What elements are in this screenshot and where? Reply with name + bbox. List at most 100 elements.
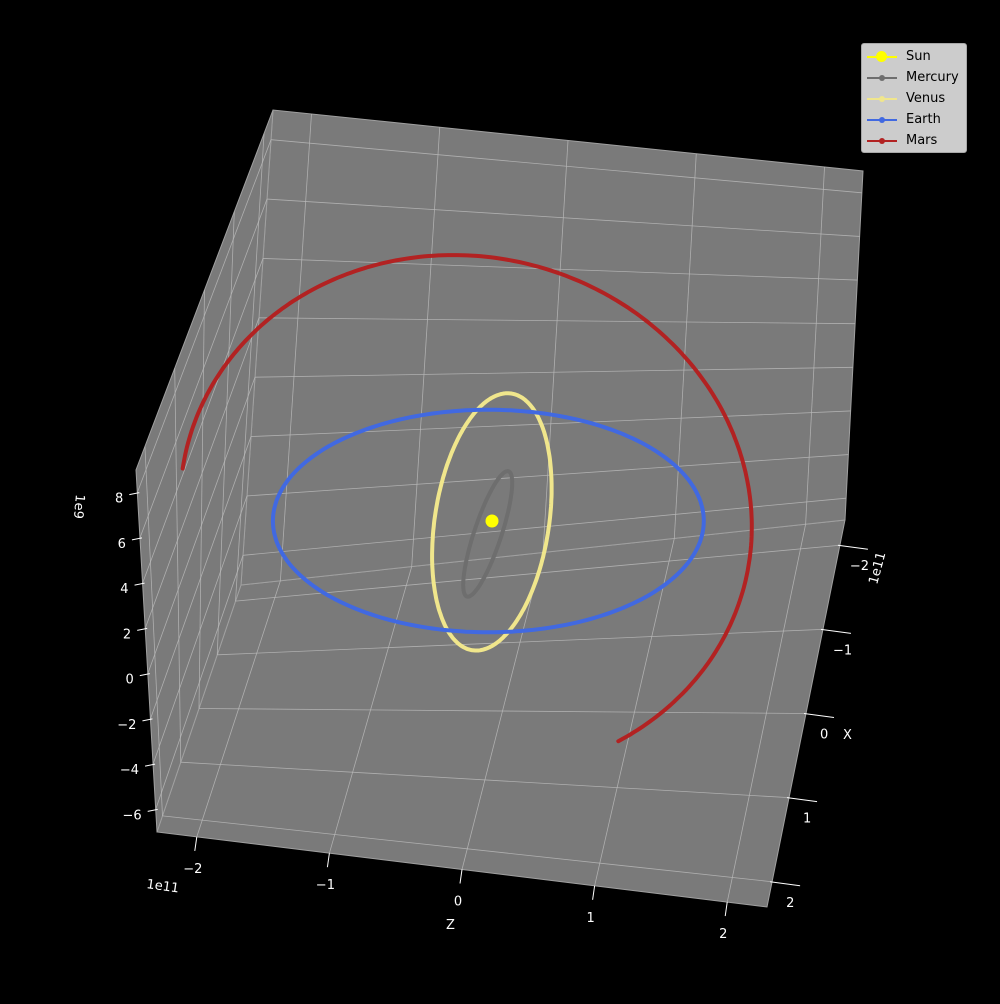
back-wall-grid-horizontal-0 — [242, 497, 847, 556]
vertical-axis-tick-0 — [147, 808, 158, 812]
vertical-axis-tick-5 — [134, 582, 145, 586]
legend-marker-mars — [879, 138, 885, 144]
legend-item-sun: Sun — [862, 47, 968, 68]
x-axis-offset-text: 1e11 — [866, 550, 889, 586]
side-wall-grid-vertical-3 — [174, 368, 182, 763]
vertical-axis-tick-3 — [139, 673, 150, 677]
legend-label-sun: Sun — [906, 49, 931, 64]
x-axis-tick-label-4: 2 — [786, 896, 794, 911]
back-wall-grid-vertical-1 — [411, 127, 441, 567]
z-axis-tick-3 — [592, 885, 596, 900]
vertical-axis-tick-label-4: 2 — [123, 627, 131, 642]
floor-grid-line-z-2 — [461, 552, 544, 870]
side-wall-grid-vertical-4 — [144, 446, 163, 816]
back-wall-grid-vertical-4 — [805, 167, 825, 525]
floor-grid-line-z-4 — [726, 524, 807, 903]
back-wall-grid-horizontal-7 — [270, 139, 862, 194]
x-axis-tick-2 — [803, 713, 835, 718]
z-axis-offset-text: 1e11 — [145, 877, 180, 896]
orbit-venus — [430, 391, 554, 653]
legend-marker-venus — [879, 96, 885, 102]
orbit-earth — [270, 407, 706, 635]
vertical-axis-tick-4 — [137, 627, 148, 631]
vertical-axis-tick-label-5: 4 — [120, 582, 128, 597]
back-wall-grid-vertical-0 — [279, 113, 312, 581]
floor-grid-line-z-0 — [196, 580, 281, 838]
z-axis-tick-label-1: −1 — [316, 878, 335, 893]
orbit-series — [180, 253, 754, 744]
side-wall-grid-vertical-2 — [198, 289, 205, 709]
z-axis-tick-0 — [194, 836, 198, 851]
vertical-axis-offset-text: 1e9 — [70, 494, 87, 520]
back-wall-grid-vertical-3 — [673, 153, 697, 539]
back-wall-grid-horizontal-6 — [266, 198, 860, 237]
x-axis-tick-label-3: 1 — [803, 812, 811, 827]
vertical-axis-tick-7 — [129, 492, 140, 496]
z-axis-tick-4 — [724, 902, 728, 917]
z-axis-tick-label-4: 2 — [719, 927, 727, 942]
legend-label-mars: Mars — [906, 133, 938, 148]
vertical-axis-tick-2 — [142, 718, 153, 722]
side-wall-grid-horizontal-0 — [155, 555, 244, 810]
sun-marker — [485, 514, 499, 528]
vertical-axis-tick-label-3: 0 — [126, 673, 134, 688]
floor-grid-line-z-1 — [329, 566, 413, 854]
x-axis-tick-label-2: 0 — [820, 728, 828, 743]
orbit-mercury — [461, 469, 515, 599]
z-axis-tick-label-0: −2 — [183, 862, 202, 877]
back-wall-grid-vertical-2 — [542, 140, 569, 553]
side-wall-grid-vertical-1 — [216, 211, 235, 655]
grid-lines — [136, 113, 862, 903]
side-wall-grid-horizontal-6 — [139, 198, 268, 539]
legend-label-mercury: Mercury — [906, 70, 959, 85]
vertical-axis-tick-label-0: −6 — [123, 808, 142, 823]
x-axis-label: X — [843, 728, 852, 743]
legend-item-earth: Earth — [862, 110, 968, 131]
vertical-axis-tick-label-6: 6 — [118, 537, 126, 552]
back-wall-grid-horizontal-1 — [246, 454, 849, 497]
vertical-axis-tick-label-1: −4 — [120, 763, 139, 778]
z-axis-label: Z — [446, 918, 455, 933]
legend-item-venus: Venus — [862, 89, 968, 110]
z-axis-tick-label-3: 1 — [586, 911, 594, 926]
legend-label-venus: Venus — [906, 91, 946, 106]
legend-marker-earth — [879, 117, 885, 123]
side-wall-pane — [135, 109, 274, 833]
vertical-axis-tick-6 — [131, 537, 143, 541]
legend-marker-sun — [876, 51, 887, 62]
x-axis-tick-label-1: −1 — [833, 643, 852, 658]
back-wall-grid-horizontal-5 — [262, 258, 858, 281]
x-axis-tick-1 — [820, 628, 852, 634]
back-wall-grid-horizontal-3 — [254, 366, 853, 378]
vertical-axis-tick-label-2: −2 — [117, 718, 136, 733]
side-wall-grid-horizontal-2 — [150, 436, 252, 720]
axis-ticks: −2 −1 0 1 2 −2 −1 0 1 2 −6 −4 −2 0 2 4 6 8 — [115, 492, 869, 942]
axis-panes — [135, 109, 864, 908]
z-axis-tick-1 — [326, 853, 330, 868]
vertical-axis-tick-1 — [144, 763, 156, 767]
x-axis-tick-label-0: −2 — [850, 559, 869, 574]
back-wall-grid-horizontal-4 — [258, 317, 856, 325]
x-axis-tick-3 — [786, 797, 818, 803]
side-wall-grid-vertical-0 — [235, 133, 265, 602]
legend-marker-mercury — [879, 75, 885, 81]
side-wall-grid-horizontal-7 — [136, 139, 272, 493]
legend-label-earth: Earth — [906, 112, 941, 127]
z-axis-tick-2 — [459, 869, 463, 884]
legend: Sun Mercury Venus Earth Mars — [861, 43, 967, 153]
vertical-axis-tick-label-7: 8 — [115, 492, 123, 507]
x-axis-tick-4 — [770, 881, 801, 887]
back-wall-grid-horizontal-2 — [250, 410, 851, 437]
side-wall-grid-horizontal-3 — [147, 377, 256, 674]
orbit-mars — [180, 253, 754, 744]
legend-item-mars: Mars — [862, 131, 968, 152]
legend-item-mercury: Mercury — [862, 68, 968, 89]
z-axis-tick-label-2: 0 — [454, 895, 462, 910]
side-wall-grid-horizontal-5 — [142, 258, 264, 584]
side-wall-grid-horizontal-4 — [144, 317, 260, 629]
floor-grid-line-z-3 — [594, 538, 675, 886]
side-wall-grid-horizontal-1 — [152, 495, 248, 765]
x-axis-tick-0 — [837, 544, 868, 550]
